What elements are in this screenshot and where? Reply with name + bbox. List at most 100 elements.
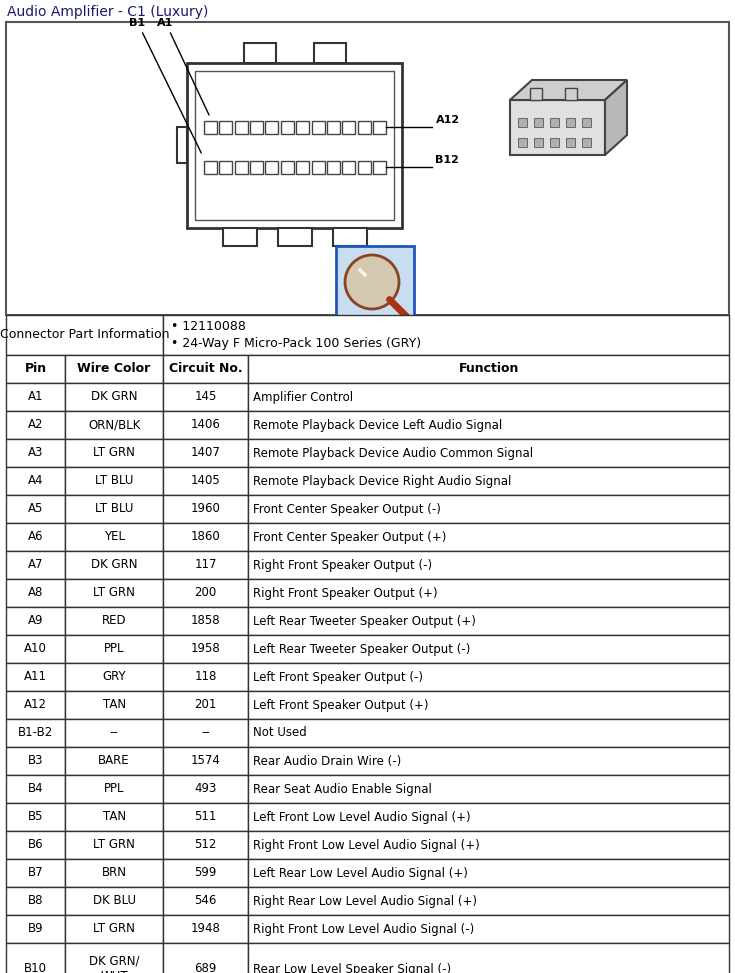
Polygon shape (510, 80, 627, 100)
Bar (65, 719, 163, 747)
Bar (248, 551, 729, 579)
Bar (6, 775, 65, 803)
Bar (248, 411, 729, 439)
Text: B6: B6 (28, 839, 43, 851)
Text: LT BLU: LT BLU (95, 502, 133, 516)
Text: • 12110088: • 12110088 (171, 320, 245, 334)
Bar (248, 887, 729, 915)
Bar (65, 803, 163, 831)
Text: 1574: 1574 (190, 754, 220, 768)
Bar (163, 691, 248, 719)
Bar (65, 747, 163, 775)
Text: A1: A1 (157, 18, 209, 115)
Bar (6, 467, 65, 495)
Bar (65, 383, 163, 411)
Bar (278, 228, 312, 245)
Bar (6, 439, 65, 467)
Bar (248, 775, 729, 803)
Text: DK GRN: DK GRN (91, 390, 137, 404)
Bar (566, 118, 575, 127)
Bar (250, 161, 263, 173)
Bar (163, 439, 248, 467)
Text: Right Front Low Level Audio Signal (+): Right Front Low Level Audio Signal (+) (253, 839, 480, 851)
Bar (582, 118, 591, 127)
Bar (327, 161, 340, 173)
Bar (248, 915, 729, 943)
Text: • 24-Way F Micro-Pack 100 Series (GRY): • 24-Way F Micro-Pack 100 Series (GRY) (171, 337, 421, 349)
Text: A5: A5 (28, 502, 43, 516)
Bar (248, 607, 729, 635)
Bar (219, 121, 232, 133)
Bar (65, 355, 163, 383)
Bar (248, 579, 729, 607)
Bar (248, 747, 729, 775)
Bar (177, 127, 187, 163)
Text: Left Front Low Level Audio Signal (+): Left Front Low Level Audio Signal (+) (253, 811, 471, 823)
Bar (314, 43, 346, 62)
Bar (550, 118, 559, 127)
Text: 689: 689 (194, 962, 217, 973)
Text: B4: B4 (28, 782, 43, 796)
Text: 546: 546 (194, 894, 217, 908)
Text: A4: A4 (28, 475, 43, 487)
Bar (187, 62, 403, 228)
Bar (6, 747, 65, 775)
Bar (163, 355, 248, 383)
Bar (163, 859, 248, 887)
Text: Rear Low Level Speaker Signal (-): Rear Low Level Speaker Signal (-) (253, 962, 451, 973)
Bar (65, 915, 163, 943)
Bar (65, 887, 163, 915)
Bar (566, 138, 575, 147)
Text: TAN: TAN (102, 699, 126, 711)
Text: Front Center Speaker Output (+): Front Center Speaker Output (+) (253, 530, 447, 544)
Bar (6, 887, 65, 915)
Bar (65, 635, 163, 663)
Text: A6: A6 (28, 530, 43, 544)
Text: 1858: 1858 (191, 615, 220, 628)
Text: TAN: TAN (102, 811, 126, 823)
Text: Right Front Speaker Output (+): Right Front Speaker Output (+) (253, 587, 438, 599)
Text: B9: B9 (28, 922, 43, 935)
Bar (6, 383, 65, 411)
Bar (6, 579, 65, 607)
Bar (223, 228, 257, 245)
Bar (6, 411, 65, 439)
Text: Left Rear Low Level Audio Signal (+): Left Rear Low Level Audio Signal (+) (253, 867, 468, 880)
Text: Remote Playback Device Right Audio Signal: Remote Playback Device Right Audio Signa… (253, 475, 512, 487)
Text: Connector Part Information: Connector Part Information (0, 329, 169, 342)
Bar (6, 551, 65, 579)
Bar (248, 383, 729, 411)
Text: PPL: PPL (104, 642, 124, 656)
Bar (530, 88, 542, 100)
Text: YEL: YEL (104, 530, 125, 544)
Bar (65, 607, 163, 635)
Bar (163, 887, 248, 915)
Text: 493: 493 (194, 782, 217, 796)
Bar (312, 121, 325, 133)
Bar (534, 118, 543, 127)
Text: RED: RED (101, 615, 126, 628)
Bar (248, 467, 729, 495)
Bar (6, 719, 65, 747)
Bar (163, 523, 248, 551)
Bar (248, 439, 729, 467)
Text: LT GRN: LT GRN (93, 839, 135, 851)
Text: Left Front Speaker Output (+): Left Front Speaker Output (+) (253, 699, 429, 711)
Text: 1406: 1406 (190, 418, 220, 431)
Text: DK GRN/
WHT: DK GRN/ WHT (89, 955, 140, 973)
Bar (343, 121, 356, 133)
Bar (163, 383, 248, 411)
Text: Not Used: Not Used (253, 727, 307, 739)
Bar (65, 439, 163, 467)
Text: A10: A10 (24, 642, 47, 656)
Text: B5: B5 (28, 811, 43, 823)
Text: Rear Seat Audio Enable Signal: Rear Seat Audio Enable Signal (253, 782, 432, 796)
Text: Left Rear Tweeter Speaker Output (+): Left Rear Tweeter Speaker Output (+) (253, 615, 476, 628)
Bar (327, 121, 340, 133)
Bar (296, 161, 309, 173)
Bar (265, 121, 279, 133)
Text: A11: A11 (24, 670, 47, 683)
Text: B3: B3 (28, 754, 43, 768)
Bar (163, 467, 248, 495)
Bar (518, 118, 527, 127)
